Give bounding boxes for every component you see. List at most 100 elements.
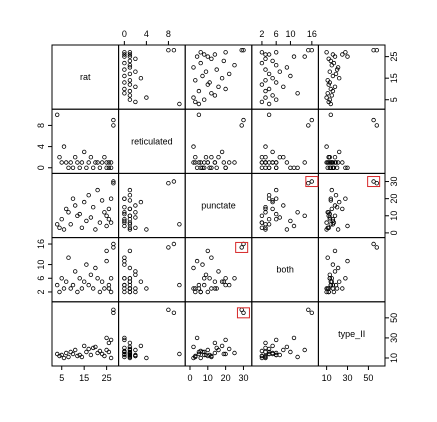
- point-28-r1-c2: [241, 117, 246, 123]
- point-11-r2-c4: [325, 225, 330, 230]
- point-5-r4-c1: [122, 354, 127, 360]
- point-11-r2-c1: [127, 225, 133, 230]
- point-18-r0-c2: [232, 62, 237, 68]
- point-23-r3-c2: [205, 248, 210, 254]
- point-16-r3-c0: [90, 286, 96, 291]
- point-14-r0-c2: [226, 71, 232, 77]
- point-28-r4-c3: [309, 310, 314, 315]
- point-23-r1-c0: [104, 160, 109, 165]
- point-21-r1-c0: [102, 154, 107, 160]
- point-27-r4-c1: [127, 355, 133, 361]
- point-18-r2-c1: [127, 187, 133, 193]
- point-24-r1-c3: [266, 165, 272, 170]
- x-tick-label-reticulated-2: 8: [166, 29, 171, 39]
- point-26-r1-c4: [343, 165, 348, 170]
- point-25-r4-c2: [212, 340, 218, 346]
- point-23-r2-c3: [302, 213, 307, 218]
- highlight-box-0: [367, 176, 381, 188]
- point-26-r2-c1: [122, 196, 127, 201]
- point-17-r2-c4: [335, 227, 341, 232]
- point-14-r2-c3: [266, 192, 272, 198]
- point-6-r0-c3: [263, 88, 268, 94]
- point-13-r3-c4: [330, 262, 336, 267]
- point-18-r2-c3: [274, 187, 279, 193]
- point-8-r3-c0: [72, 269, 78, 274]
- point-29-r2-c3: [306, 180, 311, 186]
- point-9-r2-c3: [259, 213, 265, 218]
- point-5-r0-c3: [295, 91, 300, 96]
- point-5-r4-c0: [66, 354, 71, 360]
- point-23-r2-c4: [332, 213, 338, 218]
- point-22-r1-c4: [345, 165, 350, 170]
- point-22-r2-c1: [122, 223, 127, 229]
- point-25-r0-c1: [127, 52, 133, 57]
- y-tick-label-both-0: 2: [36, 289, 46, 294]
- point-14-r0-c1: [127, 71, 133, 77]
- point-21-r3-c4: [326, 286, 331, 291]
- point-23-r4-c0: [104, 347, 109, 353]
- point-3-r0-c4: [324, 95, 329, 100]
- point-12-r0-c1: [138, 75, 144, 81]
- point-1-r2-c3: [259, 225, 265, 230]
- point-14-r4-c0: [86, 346, 91, 352]
- point-13-r0-c3: [288, 73, 293, 79]
- point-7-r4-c0: [70, 351, 76, 357]
- y-tick-label-reticulated-2: 8: [36, 123, 46, 128]
- highlight-box-2: [235, 241, 249, 253]
- point-29-r2-c1: [166, 180, 171, 186]
- point-21-r0-c4: [326, 56, 331, 61]
- point-1-r3-c2: [193, 289, 198, 295]
- point-2-r2-c3: [274, 216, 279, 222]
- point-26-r4-c2: [223, 337, 228, 343]
- point-15-r0-c2: [203, 69, 209, 74]
- point-27-r3-c0: [108, 289, 114, 295]
- point-16-r3-c2: [214, 286, 219, 291]
- point-19-r1-c0: [97, 165, 103, 170]
- point-20-r3-c0: [99, 279, 105, 284]
- point-19-r3-c1: [122, 289, 127, 295]
- point-7-r0-c1: [122, 86, 127, 92]
- point-20-r4-c2: [221, 351, 226, 357]
- point-24-r4-c0: [106, 349, 112, 355]
- point-21-r0-c3: [263, 56, 268, 61]
- point-15-r4-c3: [277, 352, 282, 358]
- point-22-r4-c3: [291, 335, 297, 341]
- point-13-r1-c3: [288, 165, 293, 170]
- point-5-r1-c4: [325, 165, 330, 170]
- y-tick-label-both-1: 6: [36, 276, 46, 281]
- point-16-r4-c0: [90, 345, 96, 351]
- point-12-r2-c4: [337, 199, 342, 205]
- point-7-r0-c4: [328, 86, 333, 92]
- point-0-r2-c3: [266, 222, 272, 227]
- point-20-r1-c2: [221, 160, 226, 165]
- point-15-r2-c1: [133, 215, 138, 220]
- point-10-r1-c2: [207, 165, 212, 170]
- point-5-r0-c4: [325, 91, 330, 96]
- point-21-r3-c1: [133, 286, 138, 291]
- point-28-r2-c0: [111, 179, 116, 184]
- point-14-r3-c2: [226, 282, 232, 288]
- point-18-r3-c0: [95, 276, 100, 281]
- point-6-r1-c0: [68, 160, 73, 165]
- point-24-r2-c0: [106, 216, 112, 222]
- point-11-r3-c0: [79, 286, 85, 291]
- point-3-r0-c1: [144, 95, 149, 100]
- point-16-r2-c0: [90, 204, 96, 210]
- point-2-r2-c0: [59, 216, 64, 222]
- point-6-r0-c2: [196, 88, 202, 94]
- point-0-r2-c0: [55, 222, 60, 227]
- point-8-r0-c1: [133, 84, 138, 89]
- point-25-r1-c0: [106, 160, 112, 165]
- point-16-r3-c4: [334, 286, 340, 291]
- point-23-r2-c1: [127, 213, 133, 218]
- point-19-r0-c4: [331, 60, 337, 66]
- point-13-r0-c2: [200, 73, 205, 79]
- point-24-r1-c4: [330, 165, 336, 170]
- point-5-r3-c4: [325, 255, 330, 260]
- point-24-r1-c0: [106, 165, 112, 170]
- point-20-r0-c3: [270, 58, 275, 64]
- point-12-r4-c1: [138, 343, 144, 349]
- point-27-r4-c2: [198, 355, 203, 361]
- x-tick-label-punctate-0: 0: [187, 373, 192, 383]
- point-16-r4-c2: [214, 345, 219, 351]
